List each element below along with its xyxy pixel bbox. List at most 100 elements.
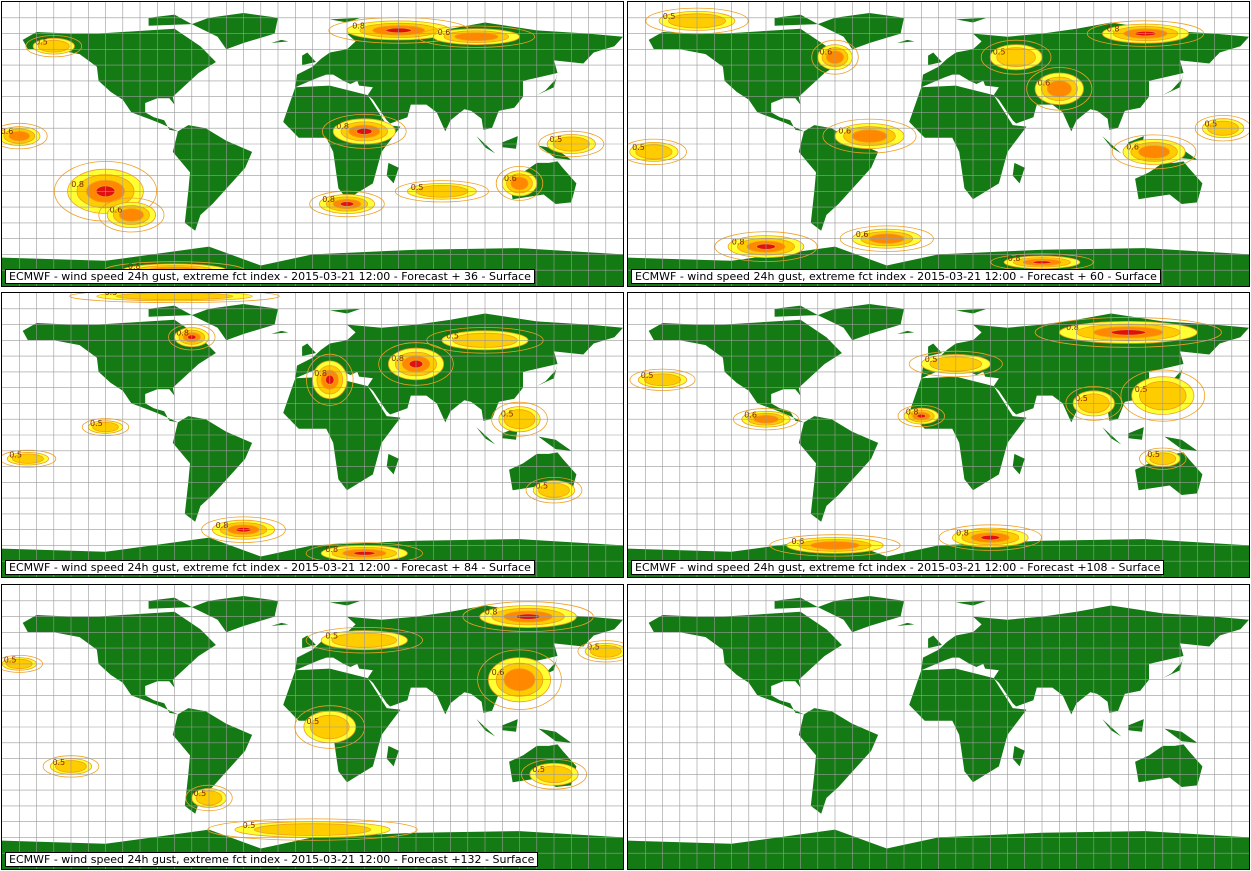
landmass-12 xyxy=(928,635,942,649)
contour-label: 0.5 xyxy=(243,821,256,830)
efi-feature-2: 0.6 xyxy=(98,197,165,233)
panel-caption: ECMWF - wind speed 24h gust, extreme fct… xyxy=(631,560,1165,575)
landmass-11 xyxy=(536,73,558,96)
landmass-15 xyxy=(955,600,987,606)
contour-label: 0.5 xyxy=(446,331,459,340)
contour-label: 0.8 xyxy=(906,408,919,417)
contour-label: 0.6 xyxy=(838,127,851,136)
landmass-12 xyxy=(302,343,316,357)
contour-label: 0.5 xyxy=(663,12,676,21)
contour-label: 0.6 xyxy=(110,206,123,215)
contour-label: 0.5 xyxy=(550,135,563,144)
contour-label: 0.8 xyxy=(956,529,969,538)
contour-label: 0.8 xyxy=(325,545,338,554)
landmass-10 xyxy=(538,436,572,451)
landmass-10 xyxy=(1164,728,1198,743)
efi-feature-12: 0.5 xyxy=(980,39,1052,75)
contour-label: 0.8 xyxy=(732,237,745,246)
contour-label: 0.5 xyxy=(1135,385,1148,394)
contour-label: 0.8 xyxy=(216,521,229,530)
landmass-2 xyxy=(798,416,879,522)
landmass-10 xyxy=(538,728,572,743)
landmass-6 xyxy=(1135,744,1203,787)
landmass-8 xyxy=(476,427,496,445)
contour-label: 0.6 xyxy=(792,537,805,546)
landmass-2 xyxy=(172,708,253,814)
landmass-15 xyxy=(955,17,987,23)
landmass-14 xyxy=(271,39,289,43)
contour-label: 0.6 xyxy=(1126,142,1139,151)
contour-label: 0.5 xyxy=(9,450,22,459)
graticule-grid xyxy=(628,2,1249,286)
contour-label: 0.8 xyxy=(352,22,365,31)
graticule-grid xyxy=(2,293,623,577)
landmass-16 xyxy=(148,597,192,609)
map-panel-6 xyxy=(627,584,1250,870)
graticule-grid xyxy=(628,585,1249,869)
efi-outer-contour xyxy=(417,25,535,48)
landmass-8 xyxy=(476,136,496,154)
contour-label: 0.8 xyxy=(322,195,335,204)
landmass-12 xyxy=(302,635,316,649)
landmass-13 xyxy=(1012,745,1025,767)
landmass-16 xyxy=(774,14,818,26)
landmass-13 xyxy=(386,453,399,475)
landmass-13 xyxy=(386,162,399,184)
landmass-12 xyxy=(928,52,942,66)
landmass-11 xyxy=(1162,73,1184,96)
landmass-8 xyxy=(476,719,496,737)
landmass-14 xyxy=(897,622,915,626)
contour-label: 0.6 xyxy=(1038,79,1051,88)
world-map: 0.5 0.8 0.8 0.8 0.5 0.8 0.8 0.5 0.5 0.5 0.5 xyxy=(2,293,623,577)
landmass-5 xyxy=(295,313,623,423)
panel-caption: ECMWF - wind speed 24h gust, extreme fct… xyxy=(5,560,535,575)
landmass-11 xyxy=(536,656,558,679)
landmass-15 xyxy=(955,308,987,314)
efi-contour-level-1 xyxy=(996,47,1036,68)
contour-label: 0.6 xyxy=(492,668,505,677)
landmass-16 xyxy=(774,305,818,317)
landmass-15 xyxy=(329,17,361,23)
landmass-3 xyxy=(817,13,904,50)
contour-label: 0.8 xyxy=(314,369,327,378)
efi-outer-contour xyxy=(98,197,165,233)
map-panel-3: 0.5 0.8 0.8 0.8 0.5 0.8 0.8 0.5 0.5 0.5 0.5 ECMWF -… xyxy=(1,292,624,578)
efi-outer-contour xyxy=(980,39,1052,75)
landmass-14 xyxy=(271,330,289,334)
efi-contour-level-2 xyxy=(1138,145,1170,159)
contour-label: 0.5 xyxy=(52,758,65,767)
landmass-11 xyxy=(1162,656,1184,679)
contour-label: 0.6 xyxy=(744,411,757,420)
landmass-14 xyxy=(897,330,915,334)
map-panel-4: 0.8 0.8 0.6 0.6 0.8 0.5 0.5 0.5 0.5 0.5 ECMWF - wi… xyxy=(627,292,1250,578)
efi-feature-8: 0.6 xyxy=(1111,134,1197,170)
landmass-1 xyxy=(22,611,216,715)
efi-contour-level-1 xyxy=(635,144,673,160)
contour-label: 0.5 xyxy=(4,656,17,665)
contour-label: 0.8 xyxy=(1107,25,1120,34)
landmass-10 xyxy=(1164,436,1198,451)
contour-label: 0.5 xyxy=(325,631,338,640)
landmass-1 xyxy=(648,319,842,423)
world-map: 0.5 0.8 0.6 0.8 0.6 0.8 0.6 0.6 0.5 0.5 0.6 0.5 xyxy=(628,2,1249,286)
map-panel-5: 0.8 0.6 0.5 0.5 0.5 0.5 0.5 0.5 0.5 0.5 ECMWF - wi… xyxy=(1,584,624,870)
landmass-3 xyxy=(191,596,278,633)
landmass-2 xyxy=(172,125,253,231)
landmass-9 xyxy=(502,719,518,732)
world-map xyxy=(628,585,1249,869)
contour-label: 0.5 xyxy=(532,765,545,774)
contour-label: 0.5 xyxy=(1205,119,1218,128)
landmass-3 xyxy=(191,304,278,341)
landmass-8 xyxy=(1102,427,1122,445)
contour-label: 0.8 xyxy=(336,122,349,131)
landmass-15 xyxy=(329,600,361,606)
contour-label: 0.5 xyxy=(194,789,207,798)
contour-label: 0.5 xyxy=(632,143,645,152)
landmass-6 xyxy=(1135,161,1203,204)
world-map: 0.8 0.6 0.8 0.8 0.8 0.6 0.6 0.5 0.8 0.5 0.5 0.6 xyxy=(2,2,623,286)
landmass-3 xyxy=(817,596,904,633)
contour-label: 0.6 xyxy=(504,174,517,183)
contour-label: 0.5 xyxy=(105,293,118,297)
landmass-13 xyxy=(1012,162,1025,184)
contour-label: 0.6 xyxy=(856,230,869,239)
